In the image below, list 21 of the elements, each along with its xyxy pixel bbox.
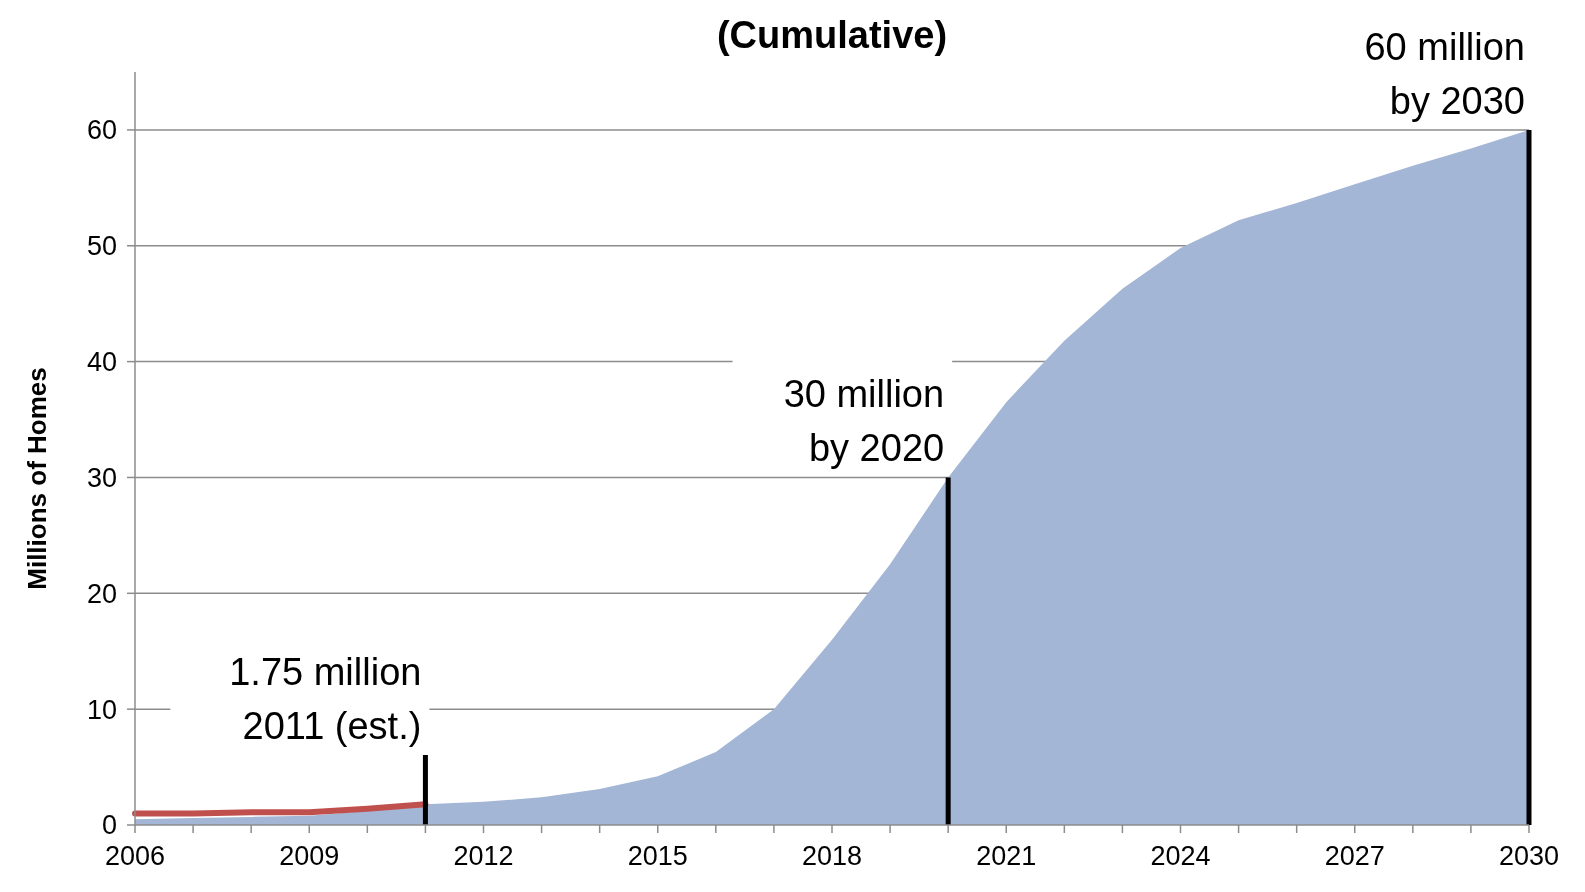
y-tick-label: 30	[86, 462, 117, 493]
y-tick-label: 20	[86, 578, 117, 609]
y-tick-label: 0	[101, 810, 117, 841]
y-tick-label: 10	[86, 694, 117, 725]
x-tick-label: 2006	[104, 841, 166, 871]
y-tick-label: 50	[86, 231, 117, 262]
x-tick-label: 2015	[627, 841, 688, 871]
annotation: 1.75 million 2011 (est.)	[229, 651, 422, 747]
x-tick-label: 2027	[1324, 841, 1385, 871]
y-tick-label: 40	[86, 347, 117, 378]
x-tick-label: 2009	[279, 841, 340, 871]
annotation: 60 million by 2030	[1364, 25, 1525, 122]
y-tick-label: 60	[86, 115, 117, 146]
y-axis-title: Millions of Homes	[22, 367, 52, 590]
x-tick-label: 2024	[1150, 841, 1211, 871]
chart-title: (Cumulative)	[716, 14, 948, 56]
annotation: 30 million by 2020	[783, 373, 945, 470]
x-tick-label: 2012	[453, 841, 514, 871]
x-tick-label: 2018	[801, 841, 863, 871]
x-tick-label: 2021	[976, 841, 1037, 871]
x-tick-label: 2030	[1498, 841, 1560, 871]
